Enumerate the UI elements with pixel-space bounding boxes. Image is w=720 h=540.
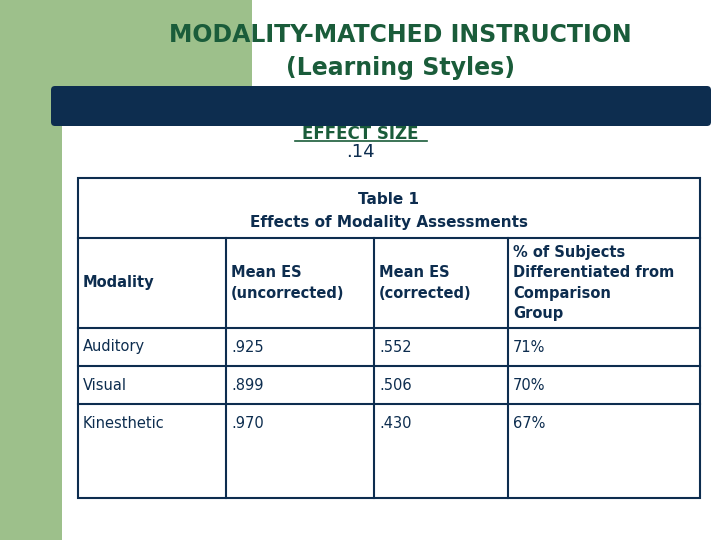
Text: Table 1: Table 1 (359, 192, 420, 207)
Text: Effects of Modality Assessments: Effects of Modality Assessments (250, 214, 528, 230)
Text: % of Subjects
Differentiated from
Comparison
Group: % of Subjects Differentiated from Compar… (513, 245, 674, 321)
Text: EFFECT SIZE: EFFECT SIZE (302, 125, 418, 143)
Text: Visual: Visual (83, 377, 127, 393)
Text: .970: .970 (231, 415, 264, 430)
Text: Modality: Modality (83, 275, 155, 291)
Bar (62, 0, 252, 110)
Text: Auditory: Auditory (83, 340, 145, 354)
FancyBboxPatch shape (51, 86, 711, 126)
Text: 67%: 67% (513, 415, 545, 430)
Text: Kinesthetic: Kinesthetic (83, 415, 165, 430)
Text: 71%: 71% (513, 340, 545, 354)
Text: .430: .430 (379, 415, 412, 430)
Text: 70%: 70% (513, 377, 546, 393)
Text: (Learning Styles): (Learning Styles) (286, 56, 515, 80)
Text: .506: .506 (379, 377, 412, 393)
Text: Mean ES
(uncorrected): Mean ES (uncorrected) (231, 265, 344, 301)
Bar (78, 178, 700, 498)
Text: Mean ES
(corrected): Mean ES (corrected) (379, 265, 472, 301)
Text: .552: .552 (379, 340, 412, 354)
Text: .14: .14 (346, 143, 374, 161)
Text: MODALITY-MATCHED INSTRUCTION: MODALITY-MATCHED INSTRUCTION (168, 23, 631, 47)
Text: .899: .899 (231, 377, 264, 393)
Bar (0, 0, 62, 540)
Bar (78, 178, 700, 498)
Text: .925: .925 (231, 340, 264, 354)
